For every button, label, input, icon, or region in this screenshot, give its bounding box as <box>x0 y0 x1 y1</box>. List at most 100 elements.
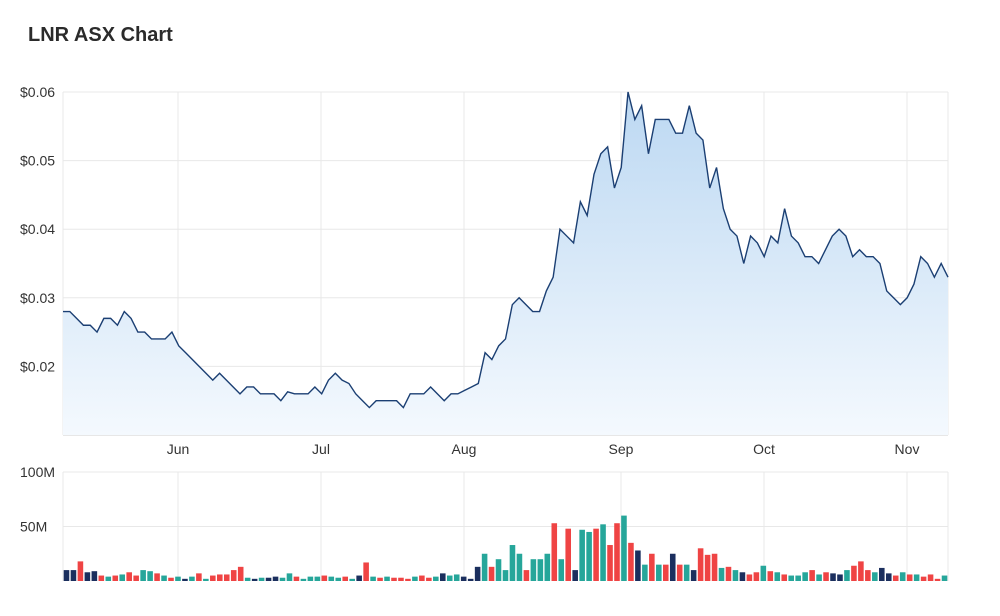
volume-bar <box>669 553 676 581</box>
volume-bar <box>565 528 571 581</box>
volume-y-tick-label: 50M <box>20 519 47 535</box>
volume-bar <box>154 573 160 581</box>
volume-bar <box>168 577 174 581</box>
volume-bar <box>286 573 293 581</box>
volume-bar <box>725 566 732 581</box>
chart-title: LNR ASX Chart <box>28 24 173 46</box>
price-y-axis: $0.06 $0.05 $0.04 $0.03 $0.02 <box>20 84 55 374</box>
volume-bar <box>621 515 627 581</box>
volume-bar <box>203 578 209 581</box>
volume-bar <box>98 575 105 581</box>
volume-bar <box>279 577 286 581</box>
price-area <box>63 92 948 435</box>
volume-bars <box>63 515 948 581</box>
volume-bar <box>885 573 892 581</box>
volume-bar <box>453 574 460 581</box>
price-y-tick-label: $0.02 <box>20 358 55 374</box>
volume-bar <box>230 570 237 581</box>
volume-bar <box>412 576 418 581</box>
volume-bar <box>105 576 112 581</box>
volume-bar <box>433 576 439 581</box>
volume-bar <box>746 574 753 581</box>
volume-bar <box>913 574 920 581</box>
volume-bar <box>161 575 167 581</box>
volume-bar <box>63 570 70 581</box>
volume-bar <box>314 576 321 581</box>
volume-bar <box>495 559 502 581</box>
volume-bar <box>377 577 383 581</box>
volume-bar <box>872 572 878 581</box>
volume-bar <box>217 574 223 581</box>
volume-bar <box>760 565 767 581</box>
volume-bar <box>391 577 397 581</box>
volume-bar <box>70 570 77 581</box>
volume-bar <box>272 576 279 581</box>
volume-bar <box>858 561 864 581</box>
volume-bar <box>642 564 648 581</box>
volume-bar <box>210 575 216 581</box>
volume-bar <box>802 572 808 581</box>
volume-bar <box>258 577 265 581</box>
volume-bar <box>370 576 376 581</box>
volume-bar <box>781 574 788 581</box>
volume-bar <box>405 578 411 581</box>
volume-bar <box>697 548 704 581</box>
volume-bar <box>892 575 899 581</box>
volume-bar <box>628 542 634 581</box>
volume-bar <box>635 550 641 581</box>
volume-bar <box>837 574 843 581</box>
price-y-tick-label: $0.05 <box>20 153 55 169</box>
volume-bar <box>237 566 244 581</box>
volume-bar <box>844 570 850 581</box>
volume-bar <box>182 578 188 581</box>
volume-bar <box>384 576 390 581</box>
volume-bar <box>530 559 537 581</box>
volume-bar <box>91 571 98 581</box>
volume-y-axis: 100M 50M <box>20 464 55 535</box>
volume-bar <box>704 554 711 581</box>
volume-bar <box>363 562 369 581</box>
volume-bar <box>328 576 335 581</box>
volume-bar <box>196 573 202 581</box>
volume-bar <box>676 564 683 581</box>
volume-bar <box>816 574 822 581</box>
x-tick-label: Jun <box>167 441 190 457</box>
x-tick-label: Nov <box>895 441 920 457</box>
volume-bar <box>509 545 516 581</box>
volume-gridlines <box>62 471 949 581</box>
volume-bar <box>774 572 781 581</box>
volume-bar <box>251 578 258 581</box>
volume-bar <box>711 553 718 581</box>
volume-bar <box>223 574 230 581</box>
volume-y-tick-label: 100M <box>20 464 55 480</box>
volume-bar <box>586 531 592 581</box>
volume-bar <box>467 578 474 581</box>
volume-bar <box>175 576 181 581</box>
volume-bar <box>119 574 126 581</box>
volume-bar <box>579 529 585 581</box>
volume-bar <box>795 575 801 581</box>
volume-bar <box>349 578 355 581</box>
volume-bar <box>140 570 146 581</box>
volume-bar <box>77 561 84 581</box>
volume-bar <box>551 523 558 581</box>
volume-bar <box>941 575 948 581</box>
volume-bar <box>147 571 153 581</box>
volume-bar <box>523 570 530 581</box>
volume-bar <box>739 572 746 581</box>
volume-bar <box>419 575 425 581</box>
volume-bar <box>614 523 620 581</box>
volume-bar <box>321 575 328 581</box>
price-y-tick-label: $0.06 <box>20 84 55 100</box>
volume-bar <box>690 570 697 581</box>
volume-bar <box>879 567 885 581</box>
volume-bar <box>600 524 606 581</box>
volume-bar <box>488 566 495 581</box>
volume-bar <box>927 574 934 581</box>
volume-bar <box>649 553 655 581</box>
volume-bar <box>718 567 725 581</box>
volume-bar <box>537 559 544 581</box>
volume-bar <box>398 577 404 581</box>
volume-bar <box>356 575 362 581</box>
volume-bar <box>189 576 195 581</box>
